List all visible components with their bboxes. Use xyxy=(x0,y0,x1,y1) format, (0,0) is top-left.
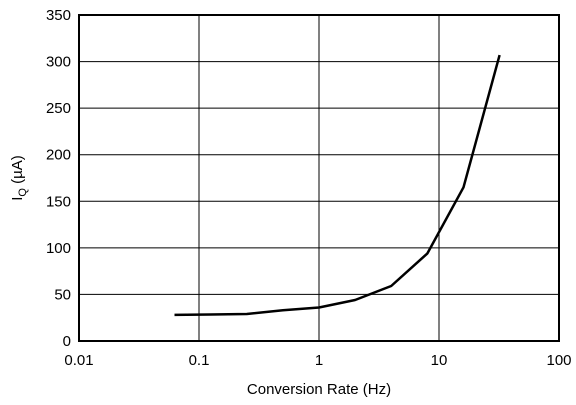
y-axis-title-main: I xyxy=(9,197,26,201)
y-tick-label: 150 xyxy=(46,193,71,210)
y-axis-title: IQ (µA) xyxy=(9,155,29,201)
x-tick-label: 100 xyxy=(546,352,571,369)
y-tick-label: 50 xyxy=(54,286,71,303)
y-tick-label: 200 xyxy=(46,147,71,164)
x-tick-label: 1 xyxy=(315,352,323,369)
x-tick-label: 10 xyxy=(431,352,448,369)
x-axis-title: Conversion Rate (Hz) xyxy=(247,381,391,398)
x-tick-labels: 0.01 0.1 1 10 100 xyxy=(64,352,571,369)
x-tick-label: 0.01 xyxy=(64,352,93,369)
x-tick-label: 0.1 xyxy=(189,352,210,369)
y-tick-label: 250 xyxy=(46,100,71,117)
y-tick-label: 300 xyxy=(46,54,71,71)
y-tick-label: 350 xyxy=(46,7,71,24)
iq-series-line xyxy=(174,54,501,317)
y-tick-label: 0 xyxy=(63,333,71,350)
y-axis-title-subscript: Q xyxy=(17,188,29,197)
grid-lines xyxy=(78,14,560,342)
y-axis-title-unit: (µA) xyxy=(9,155,26,188)
y-tick-label: 100 xyxy=(46,240,71,257)
y-tick-labels: 0 50 100 150 200 250 300 350 xyxy=(46,7,71,350)
series-layer xyxy=(174,54,501,317)
plot-area-frame xyxy=(78,14,560,342)
